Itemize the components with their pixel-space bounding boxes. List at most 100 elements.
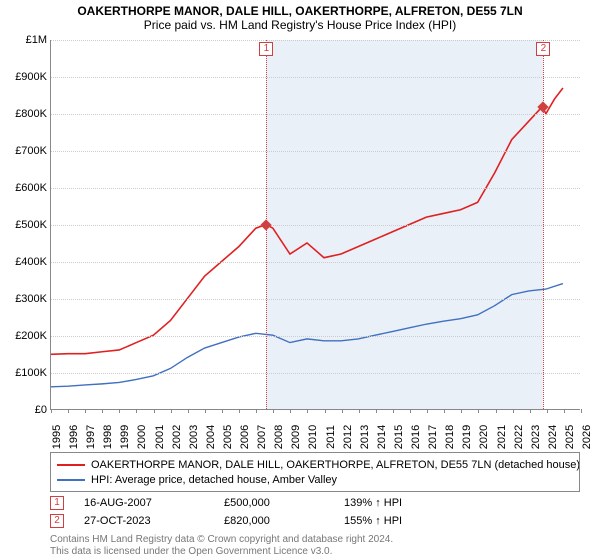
x-axis-label: 2023 (530, 425, 542, 449)
x-axis-label: 2022 (513, 425, 525, 449)
x-tick (171, 409, 172, 413)
x-tick (51, 409, 52, 413)
x-axis-label: 1996 (68, 425, 80, 449)
x-axis-label: 1997 (85, 425, 97, 449)
gridline (51, 336, 580, 337)
sale-price: £500,000 (224, 497, 344, 509)
x-axis-label: 2013 (359, 425, 371, 449)
x-axis-label: 2007 (256, 425, 268, 449)
legend-swatch (57, 479, 85, 481)
gridline (51, 40, 580, 41)
x-axis-label: 2021 (496, 425, 508, 449)
chart-plot-area: £0£100K£200K£300K£400K£500K£600K£700K£80… (50, 40, 580, 410)
x-axis-label: 2002 (171, 425, 183, 449)
gridline (51, 77, 580, 78)
x-axis-label: 1995 (51, 425, 63, 449)
x-axis-label: 2026 (581, 425, 593, 449)
x-axis-label: 2001 (154, 425, 166, 449)
x-tick (564, 409, 565, 413)
sale-date: 27-OCT-2023 (84, 515, 224, 527)
legend-item: OAKERTHORPE MANOR, DALE HILL, OAKERTHORP… (57, 457, 573, 472)
x-tick (68, 409, 69, 413)
event-marker-box: 2 (536, 42, 550, 56)
y-axis-label: £300K (3, 293, 47, 305)
sale-marker: 2 (50, 514, 64, 528)
gridline (51, 188, 580, 189)
x-tick (239, 409, 240, 413)
legend-label: OAKERTHORPE MANOR, DALE HILL, OAKERTHORP… (91, 459, 580, 471)
x-axis-label: 2000 (136, 425, 148, 449)
x-tick (325, 409, 326, 413)
x-tick (188, 409, 189, 413)
x-tick (393, 409, 394, 413)
y-axis-label: £500K (3, 219, 47, 231)
gridline (51, 225, 580, 226)
x-tick (154, 409, 155, 413)
legend: OAKERTHORPE MANOR, DALE HILL, OAKERTHORP… (50, 452, 580, 492)
x-tick (496, 409, 497, 413)
x-axis-label: 2005 (222, 425, 234, 449)
x-tick (478, 409, 479, 413)
x-axis-label: 2008 (273, 425, 285, 449)
sale-date: 16-AUG-2007 (84, 497, 224, 509)
gridline (51, 373, 580, 374)
legend-label: HPI: Average price, detached house, Ambe… (91, 474, 337, 486)
gridline (51, 151, 580, 152)
footer-line: This data is licensed under the Open Gov… (50, 546, 580, 558)
y-axis-label: £100K (3, 367, 47, 379)
x-tick (444, 409, 445, 413)
x-axis-label: 2006 (239, 425, 251, 449)
sale-price: £820,000 (224, 515, 344, 527)
legend-item: HPI: Average price, detached house, Ambe… (57, 472, 573, 487)
x-axis-label: 2010 (307, 425, 319, 449)
event-marker-box: 1 (259, 42, 273, 56)
x-tick (205, 409, 206, 413)
gridline (51, 114, 580, 115)
footer-line: Contains HM Land Registry data © Crown c… (50, 534, 580, 546)
y-axis-label: £800K (3, 108, 47, 120)
event-line (543, 40, 544, 409)
y-axis-label: £900K (3, 71, 47, 83)
footer: Contains HM Land Registry data © Crown c… (50, 534, 580, 558)
x-axis-label: 2011 (325, 425, 337, 449)
x-axis-label: 2009 (290, 425, 302, 449)
x-axis-label: 2025 (564, 425, 576, 449)
sale-pct: 155% ↑ HPI (344, 515, 464, 527)
y-axis-label: £400K (3, 256, 47, 268)
x-tick (85, 409, 86, 413)
x-tick (290, 409, 291, 413)
y-axis-label: £200K (3, 330, 47, 342)
legend-swatch (57, 464, 85, 466)
chart-container: OAKERTHORPE MANOR, DALE HILL, OAKERTHORP… (0, 0, 600, 560)
x-axis-label: 2004 (205, 425, 217, 449)
chart-title: OAKERTHORPE MANOR, DALE HILL, OAKERTHORP… (0, 0, 600, 18)
sale-row: 1 16-AUG-2007 £500,000 139% ↑ HPI (50, 494, 580, 512)
x-tick (410, 409, 411, 413)
series-line-property (51, 88, 563, 354)
x-tick (222, 409, 223, 413)
x-tick (581, 409, 582, 413)
x-tick (376, 409, 377, 413)
gridline (51, 299, 580, 300)
x-axis-label: 2017 (427, 425, 439, 449)
x-axis-label: 1998 (102, 425, 114, 449)
gridline (51, 262, 580, 263)
sale-marker: 1 (50, 496, 64, 510)
x-tick (307, 409, 308, 413)
x-tick (342, 409, 343, 413)
x-tick (427, 409, 428, 413)
sale-row: 2 27-OCT-2023 £820,000 155% ↑ HPI (50, 512, 580, 530)
x-axis-label: 2014 (376, 425, 388, 449)
x-axis-label: 2015 (393, 425, 405, 449)
sales-table: 1 16-AUG-2007 £500,000 139% ↑ HPI 2 27-O… (50, 494, 580, 530)
x-tick (119, 409, 120, 413)
sale-pct: 139% ↑ HPI (344, 497, 464, 509)
y-axis-label: £1M (3, 34, 47, 46)
x-tick (256, 409, 257, 413)
x-axis-label: 2024 (547, 425, 559, 449)
x-tick (359, 409, 360, 413)
x-axis-label: 2020 (478, 425, 490, 449)
x-tick (530, 409, 531, 413)
x-tick (102, 409, 103, 413)
y-axis-label: £0 (3, 404, 47, 416)
